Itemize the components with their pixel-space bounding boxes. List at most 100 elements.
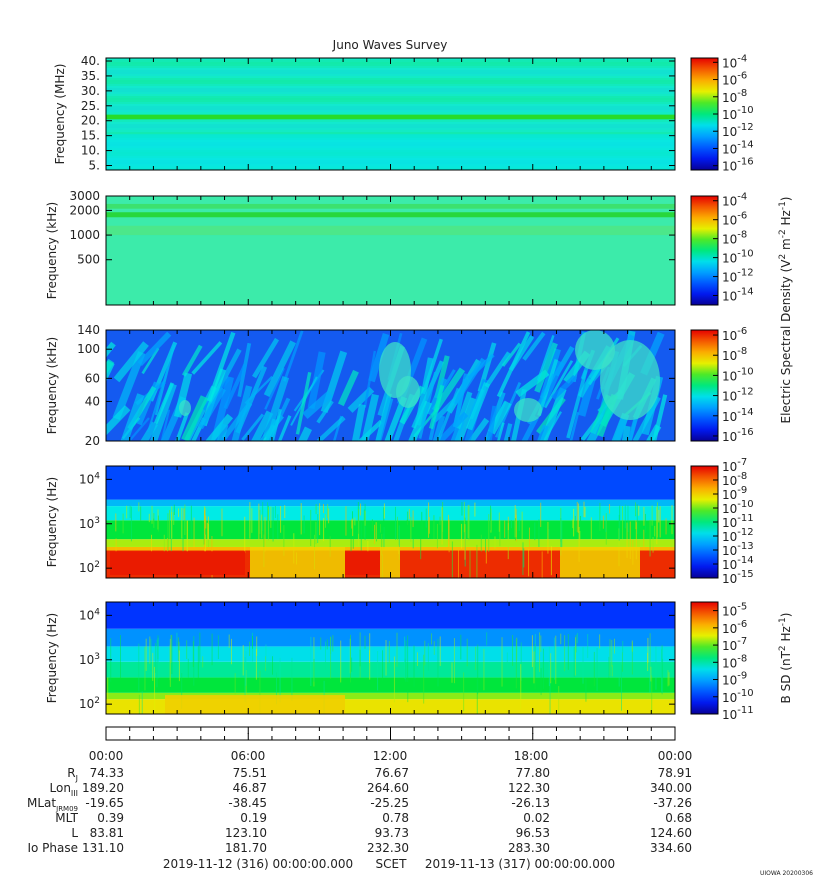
band-row xyxy=(106,80,675,82)
time-tick-label: 00:00 xyxy=(89,749,124,763)
colorbar-tick-label: 10-14 xyxy=(722,287,754,304)
emission-streak xyxy=(569,411,580,441)
band-row xyxy=(106,122,675,124)
band-row xyxy=(106,132,675,134)
emission-streak xyxy=(216,423,229,441)
emission-streak xyxy=(621,425,631,441)
time-axis: 00:00 06:00 12:00 18:00 00:00 xyxy=(89,726,692,763)
band-row xyxy=(106,100,675,102)
strong-segment xyxy=(345,551,380,576)
ephemeris-value: 0.19 xyxy=(240,811,267,825)
time-tick-label: 12:00 xyxy=(373,749,408,763)
emission-streak xyxy=(347,386,375,413)
emission-streak xyxy=(543,360,574,409)
spectrogram-image xyxy=(106,196,675,305)
colorbar-tick-label: 10-14 xyxy=(722,555,754,572)
uiowa-stamp: UIOWA 20200306 xyxy=(760,870,813,877)
emission-streak xyxy=(432,415,446,441)
spectrogram-panel-1: 5.10.15.20.25.30.35.40. Frequency (MHz) 10… xyxy=(53,53,754,173)
y-tick-label: 103 xyxy=(79,516,100,531)
emission-streak xyxy=(368,332,390,383)
magnetic-colorbar-title: B SD (nT2 Hz-1) xyxy=(778,613,793,704)
colorbar-tick-label: 10-5 xyxy=(722,602,747,619)
emission-streak xyxy=(264,367,285,410)
band-row xyxy=(106,68,675,70)
weak-segment xyxy=(560,546,640,578)
emission-streak xyxy=(181,395,208,441)
emission-streak xyxy=(454,397,478,441)
colorbar-tick-label: 10-8 xyxy=(722,471,747,488)
emission-streak xyxy=(298,426,313,441)
band-row xyxy=(106,106,675,108)
colorbar-tick-label: 10-12 xyxy=(722,268,754,285)
band-row xyxy=(106,86,675,88)
y-tick-label: 104 xyxy=(79,471,100,486)
colorbar-tick-label: 10-7 xyxy=(722,457,747,474)
colorbar-tick-label: 10-10 xyxy=(722,688,754,705)
emission-streak xyxy=(295,372,312,435)
y-tick-label: 40 xyxy=(85,394,100,408)
band-21mhz xyxy=(106,114,675,120)
y-tick-label: 60 xyxy=(85,371,100,385)
colorbar-tick-label: 10-15 xyxy=(722,569,754,586)
emission-streak xyxy=(375,397,394,441)
emission-blob xyxy=(179,400,191,416)
emission-streak xyxy=(437,411,469,441)
band-row xyxy=(106,96,675,98)
colorbar-tick-label: 10-9 xyxy=(722,485,747,502)
electric-colorbar-title: Electric Spectral Density (V2 m-2 Hz-1) xyxy=(778,196,793,423)
band-row xyxy=(106,124,675,126)
band-row xyxy=(106,120,675,122)
spectrogram-image xyxy=(106,58,675,170)
ephemeris-value: 77.80 xyxy=(516,766,550,780)
y-tick-label: 2000 xyxy=(69,203,100,217)
weak-segment xyxy=(250,546,345,578)
emission-streak xyxy=(262,376,290,439)
band-row xyxy=(106,70,675,72)
colorbar-tick-label: 10-7 xyxy=(722,636,747,653)
spectrogram-image xyxy=(106,466,675,578)
emission-streak xyxy=(252,337,280,379)
ephemeris-value: 181.70 xyxy=(225,841,267,855)
colorbar-tick-label: 10-10 xyxy=(722,499,754,516)
emission-streak xyxy=(467,417,490,441)
emission-blob xyxy=(514,398,542,422)
y-axis-label: Frequency (MHz) xyxy=(53,64,67,165)
emission-streak xyxy=(465,382,491,431)
emission-streak xyxy=(251,410,274,441)
band-row xyxy=(106,82,675,84)
band-1800khz xyxy=(106,212,675,218)
time-tick-label: 18:00 xyxy=(514,749,549,763)
ephemeris-table: RJ 74.33 75.51 76.67 77.80 78.91 LonIII 189.20 4… xyxy=(27,766,692,855)
band-row xyxy=(106,84,675,86)
intensity-band xyxy=(106,499,675,507)
enhanced-segment xyxy=(165,695,345,714)
emission-streak xyxy=(106,405,131,436)
ephemeris-value: 46.87 xyxy=(233,781,267,795)
band-row xyxy=(106,110,675,112)
emission-streak xyxy=(197,387,226,430)
emission-streak xyxy=(136,381,159,426)
spectrogram-image xyxy=(106,602,675,714)
band-row xyxy=(106,88,675,90)
ephemeris-value: 340.00 xyxy=(650,781,692,795)
band-row xyxy=(106,126,675,128)
emission-streak xyxy=(277,415,292,441)
ephemeris-value: 96.53 xyxy=(516,826,550,840)
emission-streak xyxy=(137,331,172,367)
emission-streak xyxy=(363,350,377,408)
band-row xyxy=(106,66,675,68)
intensity-band xyxy=(106,520,675,540)
colorbar-tick-label: 10-12 xyxy=(722,387,754,404)
emission-streak xyxy=(302,390,333,419)
band-row xyxy=(106,130,675,132)
y-tick-label: 103 xyxy=(79,652,100,667)
y-axis-label: Frequency (Hz) xyxy=(45,477,59,568)
colorbar-tick-label: 10-10 xyxy=(722,366,754,383)
colorbar-tick-label: 10-9 xyxy=(722,671,747,688)
ephemeris-value: 124.60 xyxy=(650,826,692,840)
colorbar-tick-label: 10-4 xyxy=(722,192,747,209)
emission-streak xyxy=(452,357,486,405)
